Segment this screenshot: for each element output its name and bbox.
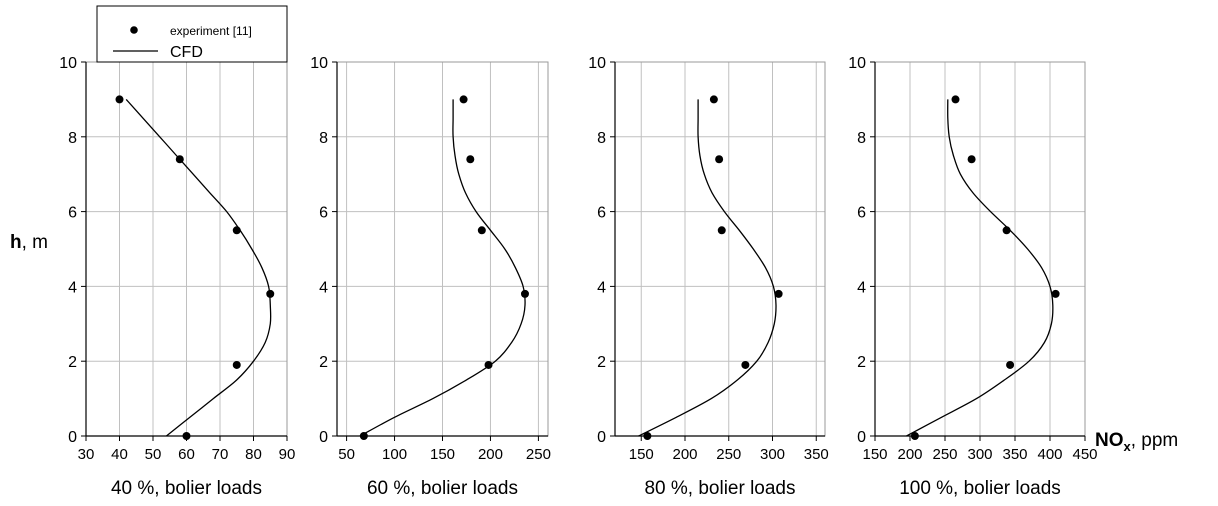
y-tick-label: 4 (597, 279, 606, 296)
x-tick-label: 50 (338, 446, 355, 463)
experiment-point (459, 95, 468, 104)
legend-experiment-label: experiment [11] (170, 24, 252, 38)
experiment-point (910, 432, 919, 440)
y-tick-label: 0 (857, 429, 866, 446)
experiment-point (709, 95, 718, 104)
cfd-line (906, 99, 1054, 437)
x-axis-label-unit: , ppm (1131, 430, 1179, 451)
experiment-point (741, 360, 750, 369)
y-tick-label: 0 (597, 429, 606, 446)
cfd-line (638, 99, 777, 437)
x-tick-label: 40 (111, 446, 128, 463)
y-tick-label: 4 (319, 279, 328, 296)
y-tick-label: 6 (597, 205, 606, 222)
experiment-point (715, 155, 724, 164)
legend-cfd-label: CFD (170, 44, 203, 61)
x-tick-label: 350 (804, 446, 829, 463)
chart-panel-1: 0 2 4 6 8 10 30 40 50 60 70 80 90 40 %, bolier loads (59, 55, 295, 499)
x-tick-label: 200 (478, 446, 503, 463)
experiment-point (115, 95, 124, 104)
x-tick-label: 250 (526, 446, 551, 463)
panel-caption: 100 %, bolier loads (899, 478, 1061, 499)
experiment-point (232, 360, 241, 369)
x-tick-label: 150 (862, 446, 887, 463)
y-tick-label: 8 (319, 130, 328, 147)
cfd-line (125, 98, 272, 437)
x-tick-label: 90 (279, 446, 296, 463)
x-tick-label: 250 (932, 446, 957, 463)
chart-panel-3: 0 2 4 6 8 10 150 200 250 300 350 80 %, bolier loads (588, 55, 829, 499)
x-tick-label: 80 (245, 446, 262, 463)
x-tick-label: 60 (178, 446, 195, 463)
x-tick-label: 300 (760, 446, 785, 463)
x-axis-label: NOx, ppm (1095, 430, 1178, 454)
y-tick-label: 10 (848, 55, 866, 72)
x-axis-label-subscript: x (1124, 439, 1132, 454)
legend-box (96, 5, 288, 63)
legend: experiment [11] CFD (96, 5, 288, 63)
y-tick-label: 2 (857, 354, 866, 371)
y-tick-label: 8 (68, 130, 77, 147)
y-tick-label: 10 (588, 55, 606, 72)
y-tick-label: 2 (597, 354, 606, 371)
experiment-point (774, 289, 783, 298)
y-tick-label: 0 (68, 429, 77, 446)
experiment-point (466, 155, 475, 164)
x-tick-label: 450 (1072, 446, 1097, 463)
experiment-point (951, 95, 960, 104)
chart-panel-2: 0 2 4 6 8 10 50 100 150 200 250 60 %, bolier loads (310, 55, 551, 499)
cfd-line (359, 99, 526, 437)
y-tick-label: 10 (59, 55, 77, 72)
experiment-point (643, 432, 652, 440)
experiment-point (182, 432, 191, 440)
y-tick-label: 6 (68, 205, 77, 222)
y-tick-label: 2 (68, 354, 77, 371)
experiment-point (477, 226, 486, 235)
panel-caption: 40 %, bolier loads (111, 478, 262, 499)
x-tick-label: 350 (1002, 446, 1027, 463)
panel-caption: 60 %, bolier loads (367, 478, 518, 499)
experiment-point (1051, 289, 1060, 298)
panel-caption: 80 %, bolier loads (644, 478, 795, 499)
y-tick-label: 6 (319, 205, 328, 222)
x-tick-label: 150 (430, 446, 455, 463)
x-tick-label: 150 (629, 446, 654, 463)
x-axis-label-symbol: NO (1095, 430, 1124, 451)
y-tick-label: 10 (310, 55, 328, 72)
y-tick-label: 8 (597, 130, 606, 147)
x-tick-label: 200 (897, 446, 922, 463)
x-tick-label: 250 (716, 446, 741, 463)
x-tick-label: 400 (1037, 446, 1062, 463)
experiment-point (359, 432, 368, 440)
experiment-point (717, 226, 726, 235)
y-tick-label: 8 (857, 130, 866, 147)
x-tick-label: 300 (967, 446, 992, 463)
y-tick-label: 4 (68, 279, 77, 296)
y-tick-label: 6 (857, 205, 866, 222)
x-tick-label: 200 (672, 446, 697, 463)
experiment-point (967, 155, 976, 164)
plot-frame (614, 61, 826, 437)
x-tick-label: 100 (382, 446, 407, 463)
y-tick-label: 2 (319, 354, 328, 371)
y-tick-label: 4 (857, 279, 866, 296)
y-axis-label: h, m (10, 232, 48, 253)
x-tick-label: 70 (212, 446, 229, 463)
y-axis-label-unit: , m (22, 232, 48, 253)
legend-experiment-marker (130, 26, 138, 34)
experiment-point (1006, 360, 1015, 369)
chart-panel-4: 0 2 4 6 8 10 150 200 250 300 350 400 450 100 %, bolie… (848, 55, 1097, 499)
x-tick-label: 30 (78, 446, 95, 463)
y-tick-label: 0 (319, 429, 328, 446)
y-axis-label-symbol: h (10, 232, 22, 253)
x-tick-label: 50 (145, 446, 162, 463)
